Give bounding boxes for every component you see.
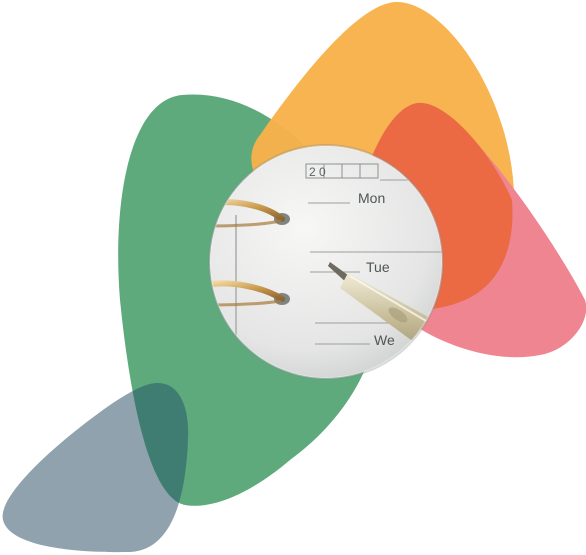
year-prefix: 2 0 bbox=[309, 165, 326, 179]
day-label-wed: We bbox=[374, 332, 395, 348]
year-boxes: 2 0 bbox=[305, 163, 379, 179]
day-label-tue: Tue bbox=[366, 259, 390, 275]
day-label-mon: Mon bbox=[358, 190, 385, 206]
slate-green-overlap-shape bbox=[118, 383, 189, 506]
planner-photo: 2 0 Mon Tue We bbox=[208, 144, 444, 380]
